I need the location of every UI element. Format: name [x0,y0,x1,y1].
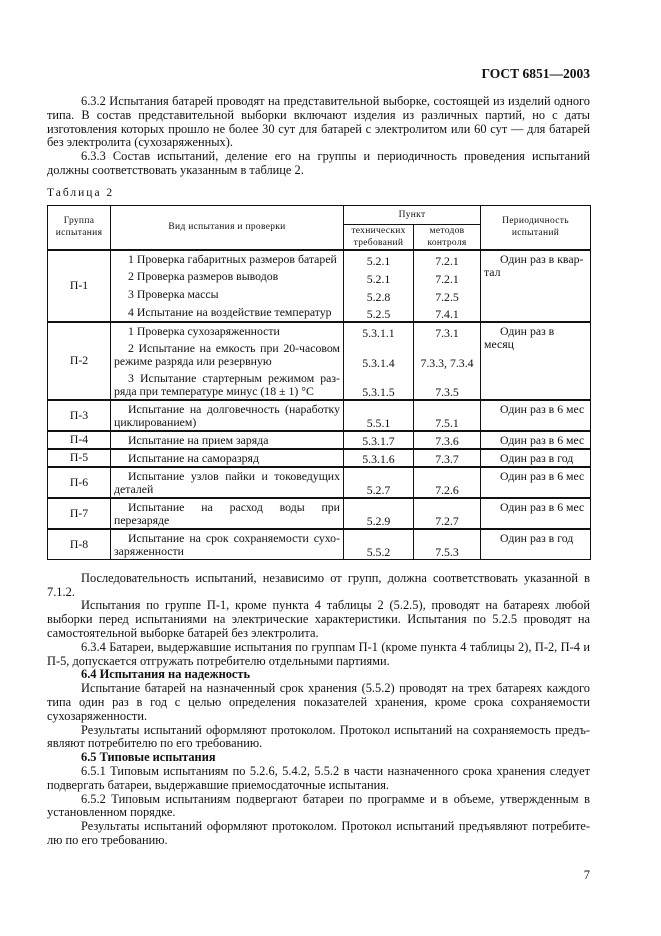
table-row: 4 Испытание на воздействие температур 5.2… [48,303,591,322]
paragraph: 6.3.4 Батареи, выдержавшие испытания по … [47,639,590,668]
tech-requirements-cell: 5.5.1 [343,398,414,432]
header-kind: Вид испытания и проверки [110,204,344,251]
header-period: Периодичность испытаний [480,204,591,251]
test-kind-cell: Испытание на расход воды при перезаряде [110,496,344,530]
test-kind-cell: 1 Проверка сухозаряженности [110,320,344,340]
tech-requirements-cell: 5.2.7 [343,465,414,499]
tech-requirements-cell: 5.3.1.4 [343,339,414,370]
control-methods-cell: 7.3.5 [413,369,481,400]
document-header: ГОСТ 6851—2003 [481,66,590,81]
group-cell: П-8 [47,527,111,560]
table-row: П-3 Испытание на долговечность (наработку… [47,398,591,432]
period-cell: Один раз в 6 мес [480,496,591,530]
tech-requirements-cell: 5.2.8 [343,285,414,304]
body-text: Последовательность испытаний, независимо… [47,570,590,848]
test-kind-cell: Испытание узлов пайки и токоведущих дета… [110,465,344,499]
paragraph: Результаты испытаний оформляют протоколо… [47,722,590,751]
control-methods-cell: 7.2.6 [413,465,481,499]
paragraph-6-3-2: 6.3.2 Испытания батарей проводят на пред… [47,94,590,150]
tech-requirements-cell: 5.3.1.6 [343,447,414,468]
tech-requirements-cell: 5.3.1.5 [343,369,414,400]
period-cell: Один раз в 6 мес [480,465,591,499]
tech-requirements-cell: 5.2.1 [343,267,414,286]
control-methods-cell: 7.2.1 [413,248,481,268]
paragraph-6-3-3: 6.3.3 Состав испытаний, деление его на г… [47,149,590,177]
tech-requirements-cell: 5.2.9 [343,496,414,530]
paragraph: 6.5.1 Типовым испытаниям по 5.2.6, 5.4.2… [47,763,590,792]
group-cell: П-6 [47,465,111,499]
control-methods-cell: 7.3.6 [413,429,481,450]
test-kind-cell: Испытание на долговечность (наработку ци… [110,398,344,432]
control-methods-cell: 7.3.7 [413,447,481,468]
test-kind-cell: 3 Испытание стартерным режимом раз-ряда … [110,369,344,400]
group-cell: П-1 [47,248,111,323]
group-cell: П-4 [47,429,111,450]
table-row: 2 Проверка размеров выводов 5.2.1 7.2.1 [48,267,591,286]
page-number: 7 [583,867,590,882]
paragraph: Результаты испытаний оформляют протоколо… [47,819,590,847]
table-row: 3 Проверка массы 5.2.8 7.2.5 [48,285,591,304]
control-methods-cell: 7.4.1 [413,303,481,322]
paragraph: Последовательность испытаний, независимо… [47,570,590,599]
table-row: 2 Испытание на емкость при 20-часовом ре… [48,339,591,370]
tests-table: Группа испытания Вид испытания и проверк… [47,204,591,560]
control-methods-cell: 7.2.1 [413,267,481,286]
paragraph: 6.5.2 Типовым испытаниям подвергают бата… [47,791,590,820]
document-page: ГОСТ 6851—2003 6.3.2 Испытания батарей п… [47,66,591,882]
control-methods-cell: 7.2.5 [413,285,481,304]
header-tech: технических требований [343,223,414,251]
paragraph: Испытания по группе П-1, кроме пункта 4 … [47,598,590,640]
section-heading: 6.4 Испытания на надежность [81,667,251,682]
test-kind-cell: 2 Проверка размеров выводов [110,267,344,286]
period-cell: Один раз в год [480,447,591,468]
header-methods: методов контроля [413,223,481,251]
tech-requirements-cell: 5.2.1 [343,248,414,268]
table-row: П-4 Испытание на прием заряда 5.3.1.7 7.3.6… [47,429,591,450]
tech-requirements-cell: 5.3.1.7 [343,429,414,450]
period-cell: Один раз в год [480,527,591,560]
test-kind-cell: Испытание на прием заряда [110,429,344,450]
period-cell: Один раз в квар-тал [480,248,591,323]
test-kind-cell: 4 Испытание на воздействие температур [110,303,344,322]
section-heading: 6.5 Типовые испытания [81,750,216,765]
table-row: П-8 Испытание на срок сохраняемости сухо-… [47,527,591,560]
paragraph: Испытание батарей на назначенный срок хр… [47,681,590,723]
table-row: П-1 1 Проверка габаритных размеров батаре… [47,248,591,323]
tech-requirements-cell: 5.5.2 [343,527,414,560]
table-row: П-2 1 Проверка сухозаряженности 5.3.1.1 7.3… [47,320,591,401]
header-group: Группа испытания [47,204,111,251]
group-cell: П-2 [47,320,111,401]
intro-text: 6.3.2 Испытания батарей проводят на пред… [47,94,590,178]
test-kind-cell: Испытание на саморазряд [110,447,344,468]
control-methods-cell: 7.2.7 [413,496,481,530]
group-cell: П-5 [47,447,111,468]
test-kind-cell: 3 Проверка массы [110,285,344,304]
control-methods-cell: 7.5.1 [413,398,481,432]
tech-requirements-cell: 5.2.5 [343,303,414,322]
table-caption: Таблица 2 [47,186,115,199]
tech-requirements-cell: 5.3.1.1 [343,320,414,340]
period-cell: Один раз в 6 мес [480,429,591,450]
control-methods-cell: 7.3.1 [413,320,481,340]
table-row: П-7 Испытание на расход воды при перезаря… [47,496,591,530]
control-methods-cell: 7.5.3 [413,527,481,560]
test-kind-cell: 1 Проверка габаритных размеров батарей [110,248,344,268]
period-cell: Один раз в месяц [480,320,591,401]
test-kind-cell: Испытание на срок сохраняемости сухо-зар… [110,527,344,560]
header-point: Пункт [343,204,481,225]
group-cell: П-3 [47,398,111,432]
test-kind-cell: 2 Испытание на емкость при 20-часовом ре… [110,339,344,370]
period-cell: Один раз в 6 мес [480,398,591,432]
control-methods-cell: 7.3.3, 7.3.4 [413,339,481,370]
table-row: П-5 Испытание на саморазряд 5.3.1.6 7.3.7 Од… [47,447,591,468]
table-row: П-6 Испытание узлов пайки и токоведущих д… [47,465,591,499]
group-cell: П-7 [47,496,111,530]
table-row: 3 Испытание стартерным режимом раз-ряда … [48,369,591,400]
